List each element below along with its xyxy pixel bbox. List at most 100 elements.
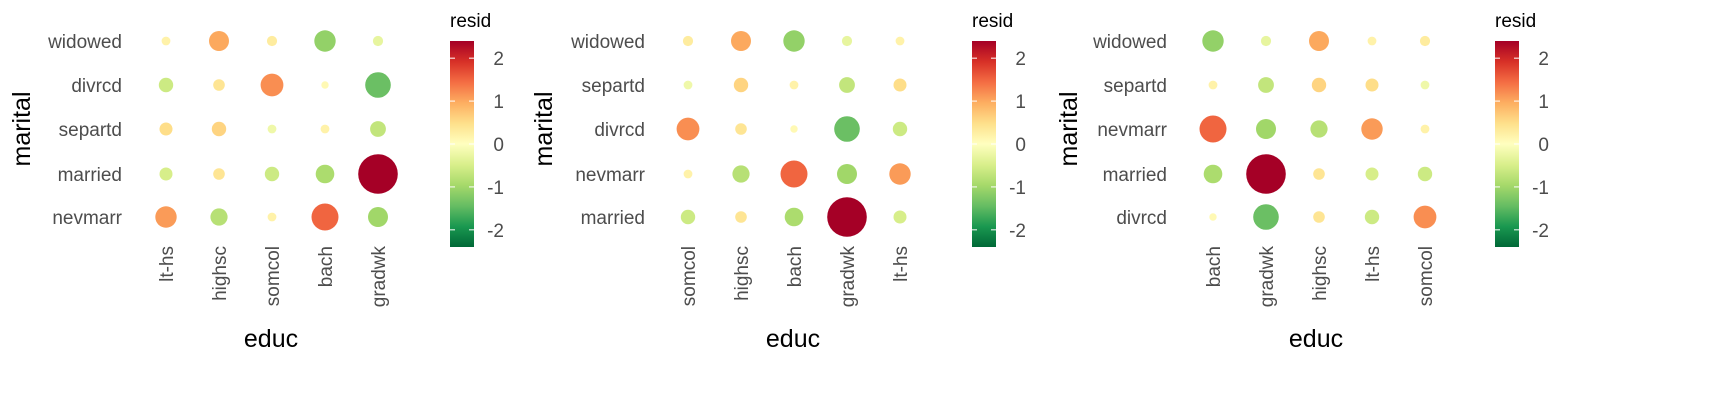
y-tick-label: married	[58, 165, 122, 186]
y-tick-label: separtd	[1104, 76, 1167, 97]
balloon-widowed-highsc	[731, 31, 751, 51]
balloon-divrcd-somcol	[260, 73, 284, 97]
balloon-nevmarr-gradwk	[1256, 119, 1276, 139]
balloon-widowed-somcol	[266, 35, 278, 47]
balloon-nevmarr-highsc	[732, 165, 750, 183]
balloon-widowed-lt-hs	[161, 36, 171, 46]
balloon-married-somcol	[1417, 166, 1433, 182]
balloon-married-gradwk	[358, 154, 398, 194]
x-tick-label: highsc	[732, 246, 753, 301]
balloon-separtd-gradwk	[1258, 77, 1274, 93]
legend-title: resid	[972, 11, 1013, 32]
x-tick-label: bach	[316, 246, 337, 287]
x-tick-label: somcol	[263, 246, 284, 306]
balloon-divrcd-highsc	[1313, 211, 1325, 223]
legend-tick-label: 2	[1015, 49, 1026, 70]
legend-tick-label: -1	[1009, 178, 1026, 199]
balloon-divrcd-bach	[1209, 213, 1217, 221]
balloon-nevmarr-bach	[1199, 115, 1227, 143]
balloon-married-somcol	[264, 166, 280, 182]
legend-tick-label: 2	[1538, 49, 1549, 70]
balloon-separtd-somcol	[267, 124, 277, 134]
balloon-married-highsc	[735, 211, 747, 223]
balloon-widowed-gradwk	[372, 35, 384, 47]
balloon-nevmarr-lt-hs	[1361, 118, 1383, 140]
legend-title: resid	[450, 11, 491, 32]
legend-title: resid	[1495, 11, 1536, 32]
balloon-married-gradwk	[827, 197, 867, 237]
balloon-nevmarr-gradwk	[837, 164, 857, 184]
balloon-nevmarr-bach	[311, 203, 339, 231]
balloon-divrcd-somcol	[676, 117, 700, 141]
legend-tick-label: 0	[1538, 135, 1549, 156]
balloon-divrcd-lt-hs	[158, 77, 174, 93]
y-tick-label: married	[1103, 165, 1167, 186]
legend-tick-label: -1	[1532, 178, 1549, 199]
y-tick-label: nevmarr	[52, 208, 122, 229]
balloon-separtd-bach	[1208, 80, 1218, 90]
balloon-married-bach	[784, 207, 804, 227]
balloon-plot-2: widowed separtd divrcd nevmarr married somcol…	[530, 11, 1026, 353]
balloon-separtd-gradwk	[839, 77, 855, 93]
legend-tick-label: 0	[1015, 135, 1026, 156]
legend-tick-label: 0	[493, 135, 504, 156]
balloon-plot-3: widowed separtd nevmarr married divrcd bach gr…	[1055, 11, 1549, 353]
legend-tick-label: 2	[493, 49, 504, 70]
balloon-married-bach	[1203, 164, 1223, 184]
balloon-divrcd-somcol	[1413, 205, 1437, 229]
x-axis-title: educ	[1289, 325, 1343, 353]
balloon-divrcd-gradwk	[365, 72, 391, 98]
balloon-widowed-bach	[1202, 30, 1224, 52]
x-tick-label: bach	[785, 246, 806, 287]
y-tick-label: nevmarr	[1097, 120, 1167, 141]
balloon-widowed-bach	[314, 30, 336, 52]
balloon-widowed-highsc	[1309, 31, 1329, 51]
balloon-separtd-somcol	[1420, 80, 1430, 90]
legend-tick-label: -1	[487, 178, 504, 199]
legend-tick-label: -2	[1009, 221, 1026, 242]
y-tick-label: divrcd	[71, 76, 122, 97]
balloon-widowed-highsc	[209, 31, 229, 51]
balloon-married-lt-hs	[159, 167, 173, 181]
x-tick-label: somcol	[679, 246, 700, 306]
x-tick-label: lt-hs	[1363, 246, 1384, 282]
balloon-divrcd-highsc	[213, 79, 225, 91]
balloon-widowed-gradwk	[1260, 35, 1272, 47]
x-tick-label: gradwk	[1257, 246, 1278, 308]
y-tick-label: married	[581, 208, 645, 229]
legend-tick-label: -2	[1532, 221, 1549, 242]
legend-tick-label: 1	[1538, 92, 1549, 113]
balloon-married-bach	[315, 164, 335, 184]
balloon-divrcd-lt-hs	[1364, 209, 1380, 225]
balloon-nevmarr-lt-hs	[889, 163, 911, 185]
y-tick-label: widowed	[570, 32, 645, 53]
legend-tick-label: 1	[493, 92, 504, 113]
legend-tick-label: 1	[1015, 92, 1026, 113]
balloon-nevmarr-somcol	[267, 212, 277, 222]
balloon-widowed-gradwk	[841, 35, 853, 47]
y-tick-label: divrcd	[594, 120, 645, 141]
balloon-widowed-lt-hs	[895, 36, 905, 46]
x-tick-label: highsc	[210, 246, 231, 301]
x-tick-label: somcol	[1416, 246, 1437, 306]
balloon-divrcd-bach	[321, 81, 329, 89]
balloon-divrcd-highsc	[735, 123, 747, 135]
y-tick-label: nevmarr	[575, 165, 645, 186]
balloon-nevmarr-bach	[780, 160, 808, 188]
balloon-married-gradwk	[1246, 154, 1286, 194]
balloon-married-highsc	[213, 168, 225, 180]
balloon-married-lt-hs	[893, 210, 907, 224]
balloon-separtd-bach	[320, 124, 330, 134]
balloon-nevmarr-gradwk	[368, 207, 388, 227]
balloon-separtd-somcol	[683, 80, 693, 90]
x-tick-label: lt-hs	[891, 246, 912, 282]
balloon-separtd-highsc	[733, 77, 749, 93]
balloon-nevmarr-highsc	[210, 208, 228, 226]
balloon-divrcd-gradwk	[1253, 204, 1279, 230]
balloon-plot-1: widowed divrcd separtd married nevmarr lt-hs h…	[8, 11, 504, 353]
balloon-nevmarr-lt-hs	[155, 206, 177, 228]
balloon-separtd-highsc	[211, 121, 227, 137]
balloon-married-highsc	[1313, 168, 1325, 180]
